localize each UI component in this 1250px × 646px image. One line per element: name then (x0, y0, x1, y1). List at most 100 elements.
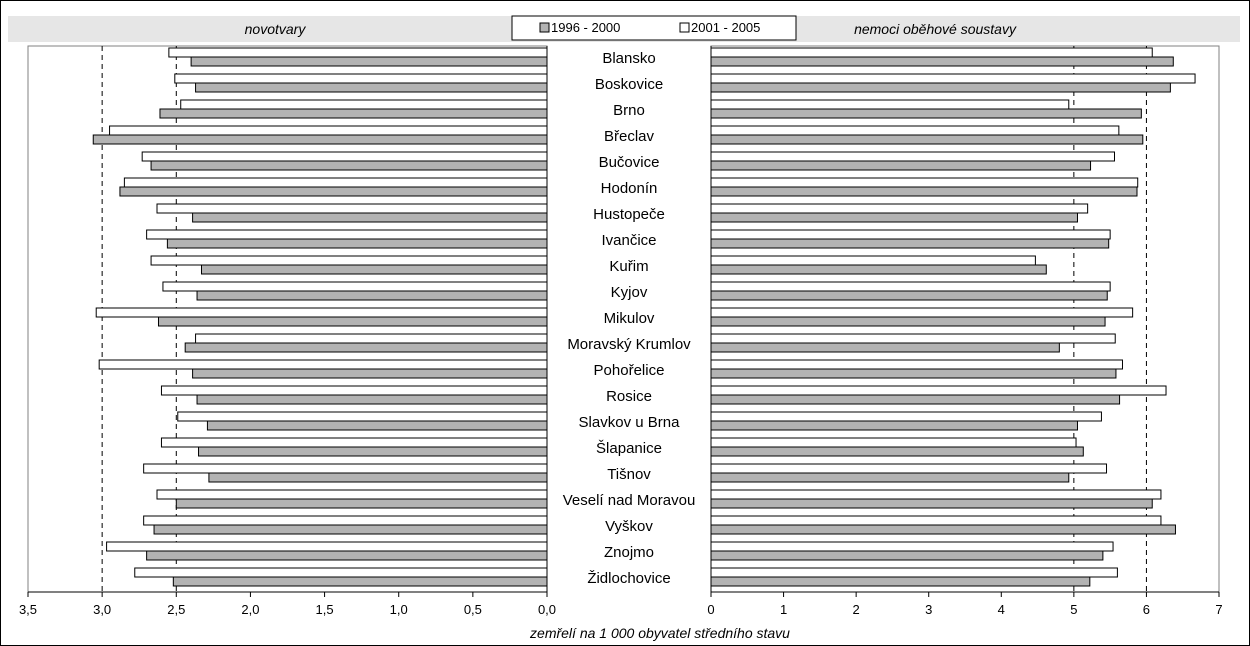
bar-1996-2000 (710, 550, 1104, 561)
x-axis-label: zemřelí na 1 000 obyvatel středního stav… (529, 625, 790, 641)
category-label: Veselí nad Moravou (563, 492, 696, 509)
category-label: Znojmo (604, 544, 654, 561)
bar-2001-2005 (143, 515, 548, 526)
bar-1996-2000 (710, 134, 1144, 145)
bar-2001-2005 (141, 151, 548, 162)
legend-label-2001: 2001 - 2005 (691, 20, 760, 35)
tick-label: 6 (1143, 602, 1150, 617)
legend-swatch-1996 (539, 22, 550, 33)
bar-2001-2005 (710, 541, 1114, 552)
tick-label: 7 (1215, 602, 1222, 617)
category-label: Kuřim (609, 258, 648, 275)
bar-2001-2005 (160, 437, 548, 448)
tick-label: 1,5 (316, 602, 334, 617)
tick-label: 5 (1070, 602, 1077, 617)
category-label: Ivančice (601, 232, 656, 249)
right-panel (710, 45, 1220, 593)
bar-2001-2005 (150, 255, 548, 266)
category-label: Brno (613, 102, 645, 119)
bar-1996-2000 (195, 82, 548, 93)
bar-2001-2005 (710, 47, 1153, 58)
tick-label: 3,0 (93, 602, 111, 617)
bar-1996-2000 (710, 186, 1138, 197)
bar-1996-2000 (710, 290, 1108, 301)
bar-1996-2000 (159, 108, 548, 119)
bar-2001-2005 (98, 359, 548, 370)
tick-label: 4 (998, 602, 1005, 617)
category-label: Šlapanice (596, 440, 662, 457)
bar-2001-2005 (195, 333, 548, 344)
bar-1996-2000 (200, 264, 548, 275)
bar-2001-2005 (174, 73, 548, 84)
category-label: Pohořelice (594, 362, 665, 379)
bar-1996-2000 (198, 446, 548, 457)
bar-1996-2000 (710, 472, 1070, 483)
bar-1996-2000 (119, 186, 548, 197)
bar-2001-2005 (710, 437, 1077, 448)
category-label: Kyjov (611, 284, 648, 301)
bar-1996-2000 (206, 420, 548, 431)
bar-2001-2005 (710, 125, 1120, 136)
bar-2001-2005 (177, 411, 548, 422)
tick-label: 0,5 (464, 602, 482, 617)
bar-2001-2005 (710, 151, 1115, 162)
tick-label: 1,0 (390, 602, 408, 617)
left-axis-ticks: 0,0 0,5 1,0 1,5 2,0 2,5 3,0 3,5 (19, 592, 556, 617)
bar-2001-2005 (162, 281, 548, 292)
bar-2001-2005 (710, 99, 1070, 110)
bar-1996-2000 (175, 498, 548, 509)
category-label: Břeclav (604, 128, 655, 145)
category-label: Hustopeče (593, 206, 665, 223)
tick-label: 0 (707, 602, 714, 617)
bar-1996-2000 (710, 212, 1078, 223)
category-label: Mikulov (604, 310, 655, 327)
bar-1996-2000 (166, 238, 548, 249)
bar-2001-2005 (710, 463, 1108, 474)
bar-2001-2005 (710, 567, 1118, 578)
category-label: Vyškov (605, 518, 653, 535)
bar-2001-2005 (109, 125, 548, 136)
bar-1996-2000 (710, 420, 1078, 431)
bar-1996-2000 (710, 498, 1153, 509)
bar-1996-2000 (157, 316, 548, 327)
bar-2001-2005 (710, 385, 1167, 396)
bar-2001-2005 (710, 411, 1102, 422)
bar-2001-2005 (710, 359, 1123, 370)
bar-1996-2000 (710, 160, 1092, 171)
bar-2001-2005 (710, 203, 1089, 214)
bar-2001-2005 (134, 567, 548, 578)
legend-swatch-2001 (679, 22, 690, 33)
bar-1996-2000 (710, 368, 1117, 379)
bar-2001-2005 (146, 229, 548, 240)
bar-1996-2000 (150, 160, 548, 171)
bar-2001-2005 (123, 177, 548, 188)
tick-label: 3,5 (19, 602, 37, 617)
bar-2001-2005 (710, 281, 1111, 292)
bar-2001-2005 (106, 541, 548, 552)
right-panel-title: nemoci oběhové soustavy (854, 21, 1017, 37)
category-label: Hodonín (601, 180, 658, 197)
bar-1996-2000 (146, 550, 548, 561)
bar-1996-2000 (710, 394, 1121, 405)
left-panel-title: novotvary (245, 21, 307, 37)
bar-2001-2005 (710, 333, 1116, 344)
bar-2001-2005 (160, 385, 548, 396)
bar-2001-2005 (710, 229, 1111, 240)
bar-2001-2005 (710, 307, 1134, 318)
tick-label: 2,5 (167, 602, 185, 617)
category-label: Rosice (606, 388, 652, 405)
bar-1996-2000 (710, 108, 1142, 119)
bar-2001-2005 (143, 463, 548, 474)
tick-label: 0,0 (538, 602, 556, 617)
bar-1996-2000 (710, 82, 1171, 93)
bar-1996-2000 (710, 316, 1106, 327)
bar-1996-2000 (710, 524, 1176, 535)
tick-label: 2 (853, 602, 860, 617)
legend-label-1996: 1996 - 2000 (551, 20, 620, 35)
bar-2001-2005 (156, 489, 548, 500)
category-label: Moravský Krumlov (567, 336, 691, 353)
legend: 1996 - 2000 2001 - 2005 (511, 15, 797, 41)
bar-1996-2000 (710, 576, 1091, 587)
bar-2001-2005 (710, 73, 1196, 84)
category-labels: Blansko Boskovice Brno Břeclav Bučovice Hodon… (563, 50, 696, 587)
